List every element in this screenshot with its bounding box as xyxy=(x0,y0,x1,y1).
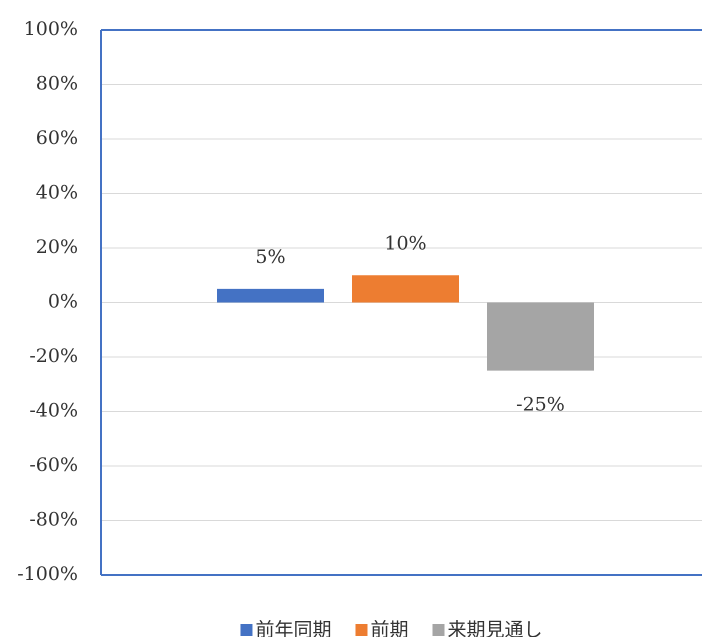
y-tick-label: 20% xyxy=(36,236,78,258)
data-label: 5% xyxy=(255,246,285,268)
legend-swatch xyxy=(432,624,445,636)
y-tick-label: -80% xyxy=(29,509,78,531)
y-tick-label: 60% xyxy=(36,127,78,149)
bar xyxy=(217,288,324,303)
y-tick-label: 0% xyxy=(48,291,78,313)
y-tick-label: -100% xyxy=(17,563,78,585)
y-tick-label: 80% xyxy=(36,73,78,95)
y-tick-label: -20% xyxy=(29,345,78,367)
legend-label: 来期見通し xyxy=(448,619,543,637)
legend-label: 前年同期 xyxy=(255,619,331,637)
legend-label: 前期 xyxy=(370,619,408,637)
y-tick-label: -60% xyxy=(29,454,78,476)
data-label: 10% xyxy=(384,232,426,254)
data-label: -25% xyxy=(516,394,565,416)
y-tick-label: 40% xyxy=(36,182,78,204)
bar xyxy=(352,275,459,303)
y-tick-label: 100% xyxy=(24,18,78,40)
legend-swatch xyxy=(240,624,253,636)
bar xyxy=(487,302,594,371)
y-tick-label: -40% xyxy=(29,400,78,422)
legend-swatch xyxy=(355,624,368,636)
